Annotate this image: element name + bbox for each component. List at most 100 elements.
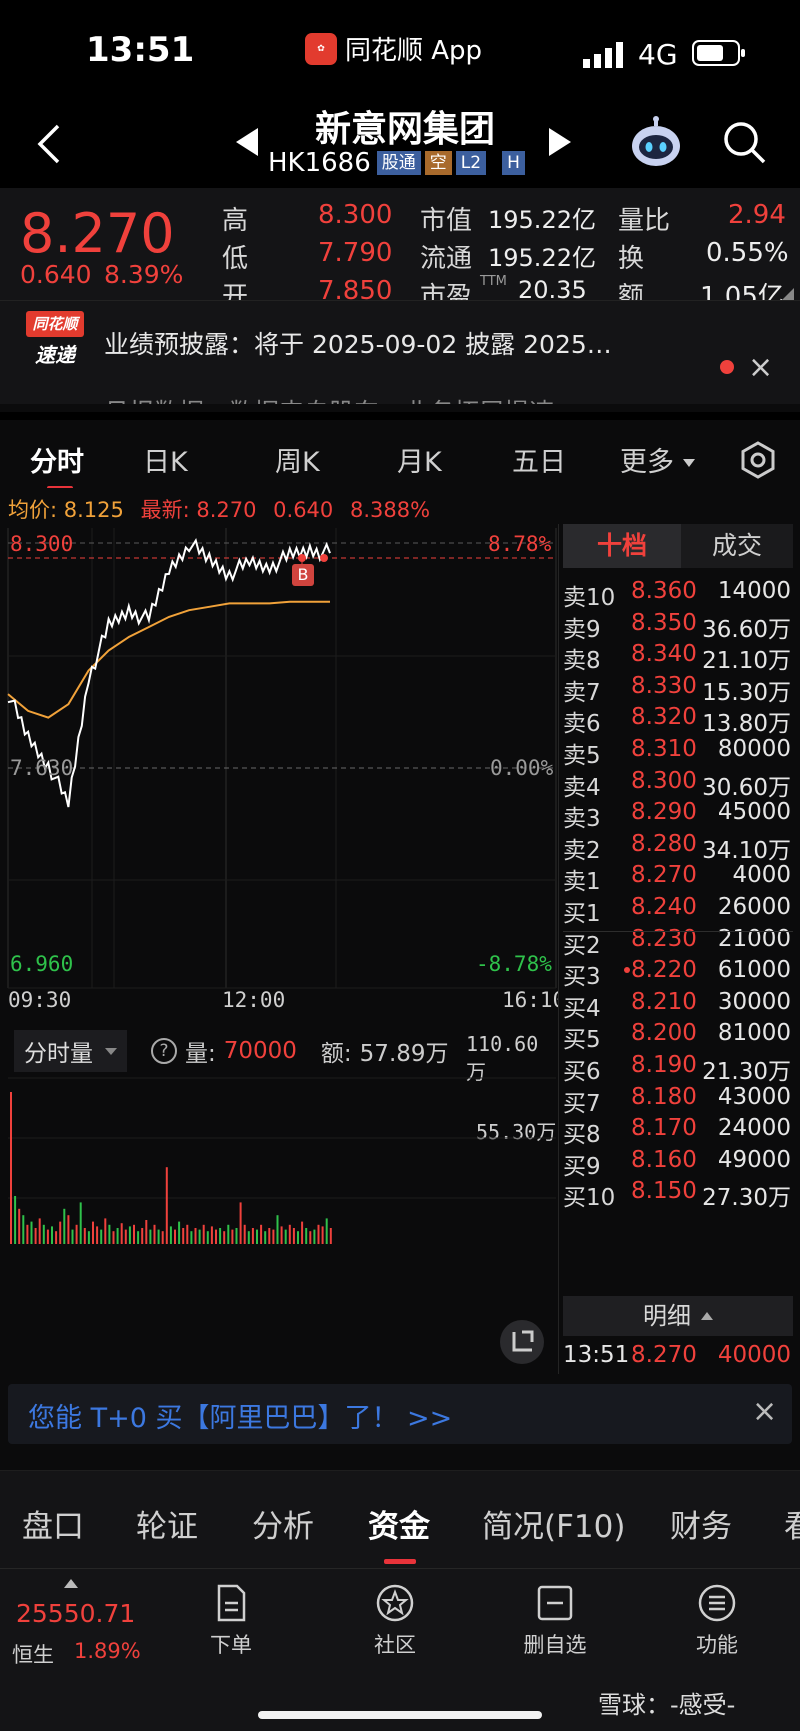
last-trade-volume: 40000	[717, 1342, 791, 1368]
back-arrow-icon[interactable]	[30, 122, 70, 166]
ask-level-volume: 36.60万	[702, 616, 791, 643]
tab-analysis[interactable]: 分析	[252, 1509, 314, 1545]
ask-level-2[interactable]: 卖9 8.350 36.60万	[563, 606, 799, 643]
stock-code: HK1686	[268, 148, 371, 178]
tab-financials[interactable]: 财务	[670, 1509, 732, 1545]
volume-label: 量:	[185, 1041, 216, 1067]
bid-level-8[interactable]: 买8 8.170 24000	[563, 1111, 799, 1149]
tab-daily-k[interactable]: 日K	[143, 447, 188, 478]
volume-bar	[92, 1221, 94, 1244]
trade-detail-toggle[interactable]: 明细	[563, 1296, 793, 1336]
stock-code-row: HK1686 股通 空 L2 H	[268, 148, 525, 178]
hang-seng-change: 1.89%	[74, 1639, 141, 1663]
bid-level-3[interactable]: 买3 8.220 61000	[563, 953, 799, 990]
bid-level-1[interactable]: 买1 8.240 26000	[563, 890, 799, 927]
bid-level-6[interactable]: 买6 8.190 21.30万	[563, 1048, 799, 1085]
news-headline-next: 月报数据，数据来自股东，业务拓展提速…	[104, 393, 579, 404]
tab-f10-profile[interactable]: 简况(F10)	[482, 1509, 626, 1545]
volume-bar	[157, 1229, 160, 1244]
volume-bar	[297, 1231, 299, 1244]
bid-level-7[interactable]: 买7 8.180 43000	[563, 1080, 799, 1117]
fullscreen-icon[interactable]	[500, 1320, 544, 1364]
home-indicator[interactable]	[258, 1711, 542, 1719]
ask-level-volume: 80000	[717, 736, 791, 762]
volume-bar	[46, 1229, 49, 1244]
ask-level-label: 卖6	[563, 711, 601, 738]
volume-bar	[276, 1215, 279, 1244]
search-icon[interactable]	[720, 118, 768, 166]
ask-level-9[interactable]: 卖2 8.280 34.10万	[563, 827, 799, 864]
turnover-amount-label: 额:	[320, 1041, 352, 1067]
volume-bar	[325, 1218, 328, 1244]
volume-bar	[260, 1224, 263, 1244]
ask-level-price: 8.300	[631, 767, 697, 794]
tab-weekly-k[interactable]: 周K	[275, 447, 320, 478]
ask-level-1[interactable]: 卖10 8.360 14000	[563, 574, 799, 611]
buy-marker[interactable]: B	[292, 564, 314, 586]
volume-bar	[149, 1229, 152, 1244]
ask-level-6[interactable]: 卖5 8.310 80000	[563, 732, 799, 769]
news-close-button[interactable]: ×	[748, 350, 774, 385]
nav-remove-watchlist[interactable]: 删自选	[500, 1583, 610, 1659]
bid-level-4[interactable]: 买4 8.210 30000	[563, 985, 799, 1022]
news-headline[interactable]: 业绩预披露：将于 2025-09-02 披露 2025…	[104, 330, 612, 359]
tab-more-label: 更多	[620, 447, 674, 478]
bid-level-label: 买8	[563, 1122, 601, 1149]
volume-plot	[8, 1077, 556, 1244]
volume-bar	[301, 1221, 304, 1244]
volume-bar	[235, 1228, 238, 1244]
volume-bar	[227, 1224, 230, 1244]
nav-order[interactable]: 下单	[176, 1583, 286, 1659]
volume-bar	[79, 1202, 82, 1244]
volume-indicator-select[interactable]: 分时量	[14, 1030, 127, 1072]
ask-level-price: 8.310	[631, 736, 697, 762]
help-icon[interactable]: ?	[151, 1038, 177, 1064]
next-stock-icon[interactable]	[545, 126, 575, 158]
bid-level-price: 8.240	[631, 894, 697, 920]
ask-level-10[interactable]: 卖1 8.270 4000	[563, 858, 799, 895]
nav-functions[interactable]: 功能	[662, 1583, 772, 1659]
ai-robot-icon[interactable]	[628, 116, 684, 168]
promo-text[interactable]: 您能 T+0 买【阿里巴巴】了！ >>	[28, 1403, 453, 1434]
tab-trades[interactable]: 成交	[711, 531, 762, 560]
status-time: 13:51	[86, 30, 195, 70]
hang-seng-value[interactable]: 25550.71	[16, 1599, 136, 1628]
tab-intraday[interactable]: 分时	[30, 447, 84, 478]
ask-level-4[interactable]: 卖7 8.330 15.30万	[563, 669, 799, 706]
volume-bar	[128, 1226, 131, 1244]
tab-more[interactable]: 更多	[620, 440, 695, 479]
volume-bar	[268, 1228, 271, 1244]
tab-five-day[interactable]: 五日	[512, 447, 566, 478]
volume-bar	[34, 1228, 37, 1244]
tab-capital-flow[interactable]: 资金	[368, 1509, 430, 1545]
bid-level-5[interactable]: 买5 8.200 81000	[563, 1016, 799, 1053]
hang-seng-name: 恒生	[12, 1643, 54, 1667]
intraday-chart[interactable]: 均价: 8.125 最新: 8.270 0.640 8.388% B 8.300…	[0, 488, 565, 1376]
tab-order-depth[interactable]: 盘口	[22, 1509, 84, 1545]
ask-level-label: 卖4	[563, 774, 601, 801]
ask-level-7[interactable]: 卖4 8.300 30.60万	[563, 764, 799, 801]
bid-level-price: 8.150	[631, 1178, 697, 1205]
chevron-down-icon	[682, 459, 695, 467]
news-bar[interactable]: 同花顺 速递 业绩预披露：将于 2025-09-02 披露 2025… 月报数据…	[0, 300, 800, 404]
ask-level-5[interactable]: 卖6 8.320 13.80万	[563, 700, 799, 738]
volume-bar	[321, 1226, 324, 1244]
bid-level-2[interactable]: 买2 8.230 21000	[563, 922, 799, 959]
turnover-label: 换	[618, 244, 645, 274]
tab-monthly-k[interactable]: 月K	[397, 447, 442, 478]
float-cap-label: 流通	[420, 244, 473, 274]
ask-level-8[interactable]: 卖3 8.290 45000	[563, 795, 799, 832]
promo-banner[interactable]: 您能 T+0 买【阿里巴巴】了！ >> ×	[8, 1384, 792, 1444]
tab-ten-levels[interactable]: 十档	[563, 524, 681, 568]
nav-community[interactable]: 社区	[340, 1583, 450, 1659]
expand-corner-icon[interactable]	[780, 288, 794, 302]
volume-ratio-label: 量比	[618, 206, 671, 236]
tab-more-cut[interactable]: 看	[784, 1509, 800, 1545]
previous-stock-icon[interactable]	[232, 126, 262, 158]
bid-level-10[interactable]: 买10 8.150 27.30万	[563, 1174, 799, 1211]
bid-level-9[interactable]: 买9 8.160 49000	[563, 1143, 799, 1180]
settings-hexagon-icon[interactable]	[738, 440, 778, 480]
ask-level-3[interactable]: 卖8 8.340 21.10万	[563, 637, 799, 674]
tab-warrants[interactable]: 轮证	[136, 1509, 198, 1545]
promo-close-button[interactable]: ×	[752, 1394, 778, 1429]
